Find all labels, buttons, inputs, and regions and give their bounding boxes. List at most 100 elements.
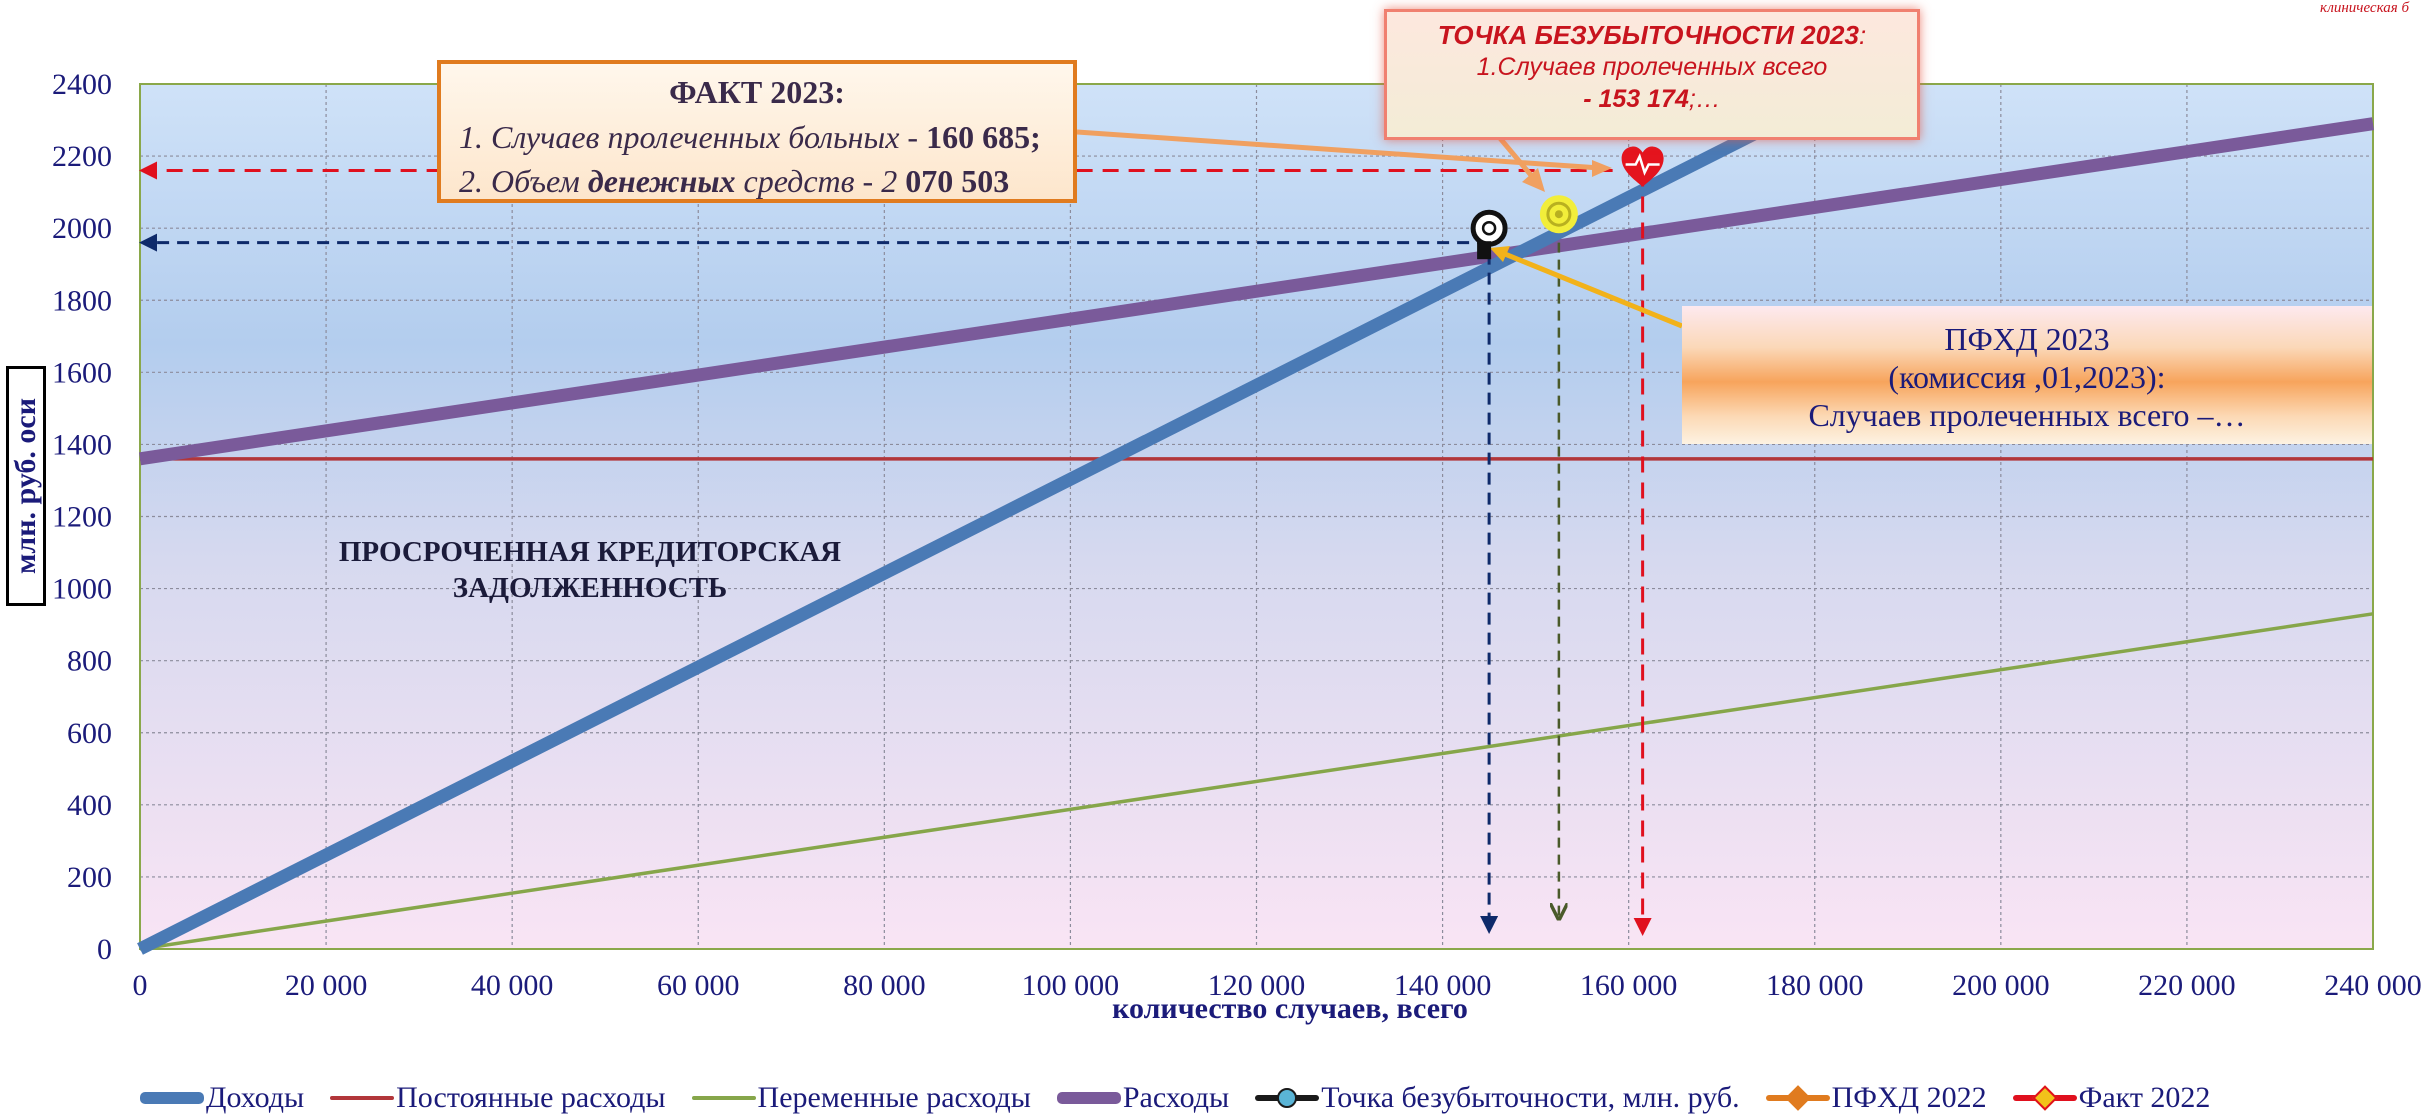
overdue-payables-label: ПРОСРОЧЕННАЯ КРЕДИТОРСКАЯ ЗАДОЛЖЕННОСТЬ xyxy=(300,534,880,606)
legend-item: Постоянные расходы xyxy=(330,1081,666,1115)
x-tick-label: 0 xyxy=(133,969,148,1002)
fact-title: ФАКТ 2023: xyxy=(669,74,845,110)
chart-legend: Доходы Постоянные расходы Переменные расхо… xyxy=(140,1080,2236,1116)
breakeven-2023-callout: ТОЧКА БЕЗУБЫТОЧНОСТИ 2023: 1.Случаев про… xyxy=(1384,9,1920,140)
fact-line-2-value: 070 503 xyxy=(905,163,1010,199)
target-ring xyxy=(1546,201,1572,227)
y-tick-label: 1800 xyxy=(52,284,112,317)
breakeven-callout-arrowhead xyxy=(1522,168,1545,192)
x-tick-label: 40 000 xyxy=(471,969,554,1002)
series-line-переменные-расходы xyxy=(139,612,2374,951)
fact-line-1-prefix: 1. Случаев пролеченных больных - xyxy=(459,119,927,155)
x-tick-label: 240 000 xyxy=(2324,969,2422,1002)
plot-border xyxy=(139,83,2374,950)
series-line-доходы xyxy=(137,107,1800,955)
legend-label: Переменные расходы xyxy=(757,1081,1031,1114)
y-tick-label: 2400 xyxy=(52,68,112,101)
series-line-расходы xyxy=(139,117,2374,466)
fact-line-1-value: 160 685; xyxy=(926,119,1041,155)
breakeven-line-1: 1.Случаев пролеченных всего xyxy=(1476,53,1828,81)
y-tick-label: 200 xyxy=(67,861,112,894)
breakeven-line-2: - 153 174;… xyxy=(1387,83,1917,115)
x-tick-label: 160 000 xyxy=(1580,969,1678,1002)
pfhd-target-icon xyxy=(1539,195,1578,234)
legend-label: Доходы xyxy=(206,1081,305,1114)
fact-heart-icon xyxy=(1621,146,1664,187)
y-axis-title: млн. руб. оси xyxy=(6,366,46,606)
legend-swatch-line xyxy=(691,1096,756,1100)
pfhd-line-1: ПФХД 2023 xyxy=(1944,321,2110,357)
legend-label: Постоянные расходы xyxy=(396,1081,666,1114)
heart-pulse xyxy=(1625,153,1660,176)
y-tick-label: 1200 xyxy=(52,501,112,534)
x-tick-label: 120 000 xyxy=(1208,969,1306,1002)
legend-label: Расходы xyxy=(1122,1081,1230,1114)
y-tick-label: 2200 xyxy=(52,140,112,173)
legend-item: Точка безубыточности, млн. руб. xyxy=(1255,1081,1740,1115)
legend-label: Факт 2022 xyxy=(2078,1081,2211,1114)
pfhd-callout-arrowhead xyxy=(1490,246,1510,262)
legend-swatch-line xyxy=(330,1096,395,1100)
point-markers xyxy=(1470,146,1664,260)
breakeven-line-2-value: - 153 174 xyxy=(1583,85,1689,113)
breakeven-line-2-suffix: ;… xyxy=(1688,85,1721,113)
x-tick-label: 60 000 xyxy=(657,969,740,1002)
legend-swatch xyxy=(1056,1088,1121,1108)
fact-callout-arrowhead xyxy=(1592,160,1612,177)
fact-line-1: 1. Случаев пролеченных больных - 160 685… xyxy=(459,115,1055,159)
head-gear xyxy=(1481,220,1497,236)
breakeven-title-suffix: : xyxy=(1858,20,1867,50)
y-tick-label: 2000 xyxy=(52,212,112,245)
fact-callout-arrow xyxy=(1076,129,1601,171)
legend-label: ПФХД 2022 xyxy=(1831,1081,1987,1114)
callout-arrows xyxy=(1076,98,1683,329)
fact-2023-callout: ФАКТ 2023: 1. Случаев пролеченных больны… xyxy=(437,60,1077,203)
x-tick-label: 20 000 xyxy=(285,969,368,1002)
series-layer xyxy=(137,107,2374,955)
x-axis-title: количество случаев, всего xyxy=(1112,992,1468,1025)
x-tick-label: 80 000 xyxy=(843,969,926,1002)
target-center xyxy=(1554,210,1563,219)
legend-swatch xyxy=(2012,1085,2077,1111)
x-tick-label: 180 000 xyxy=(1766,969,1864,1002)
legend-label: Точка безубыточности, млн. руб. xyxy=(1321,1081,1740,1114)
legend-swatch xyxy=(1765,1085,1830,1111)
x-tick-label: 200 000 xyxy=(1952,969,2050,1002)
legend-swatch xyxy=(330,1088,395,1108)
tick-labels: 0 200 400 600 800 1000 1200 1400 1600 1800 2000 220… xyxy=(52,68,2422,1002)
legend-item: Факт 2022 xyxy=(2012,1081,2211,1115)
legend-item: Доходы xyxy=(140,1081,304,1115)
y-tick-label: 0 xyxy=(97,933,112,966)
x-tick-label: 140 000 xyxy=(1394,969,1492,1002)
overdue-line-2: ЗАДОЛЖЕННОСТЬ xyxy=(452,572,728,604)
fact-line-2-emphasis: денежных xyxy=(587,163,736,199)
x-tick-label: 220 000 xyxy=(2138,969,2236,1002)
pfhd-callout-arrow xyxy=(1499,249,1683,329)
fact-line-2-prefix: 2. Объем xyxy=(459,163,588,199)
legend-item: Переменные расходы xyxy=(691,1081,1031,1115)
y-tick-label: 800 xyxy=(67,645,112,678)
legend-swatch xyxy=(1255,1088,1320,1108)
pfhd-line-3: Случаев пролеченных всего –… xyxy=(1808,397,2246,433)
legend-swatch-marker xyxy=(1784,1085,1811,1111)
legend-swatch-marker xyxy=(2031,1085,2058,1111)
breakeven-title-text: ТОЧКА БЕЗУБЫТОЧНОСТИ 2023 xyxy=(1437,20,1859,50)
y-tick-label: 1000 xyxy=(52,573,112,606)
legend-swatch xyxy=(691,1088,756,1108)
watermark-text: клиническая б xyxy=(2320,0,2409,16)
legend-swatch-line xyxy=(140,1092,204,1104)
breakeven-title: ТОЧКА БЕЗУБЫТОЧНОСТИ 2023: xyxy=(1387,20,1917,51)
legend-item: ПФХД 2022 xyxy=(1765,1081,1987,1115)
legend-item: Расходы xyxy=(1056,1081,1230,1115)
head-neck xyxy=(1477,241,1492,260)
grid xyxy=(140,84,2373,949)
overdue-line-1: ПРОСРОЧЕННАЯ КРЕДИТОРСКАЯ xyxy=(338,536,842,568)
y-tick-label: 400 xyxy=(67,789,112,822)
pfhd-2023-callout: ПФХД 2023 (комиссия ,01,2023): Случаев п… xyxy=(1682,306,2372,444)
pfhd-line-2: (комиссия ,01,2023): xyxy=(1888,359,2166,395)
head-outline xyxy=(1470,209,1508,247)
legend-swatch xyxy=(140,1088,204,1108)
y-tick-label: 600 xyxy=(67,717,112,750)
fact-line-2: 2. Объем денежных средств - 2 070 503 xyxy=(459,159,1055,203)
